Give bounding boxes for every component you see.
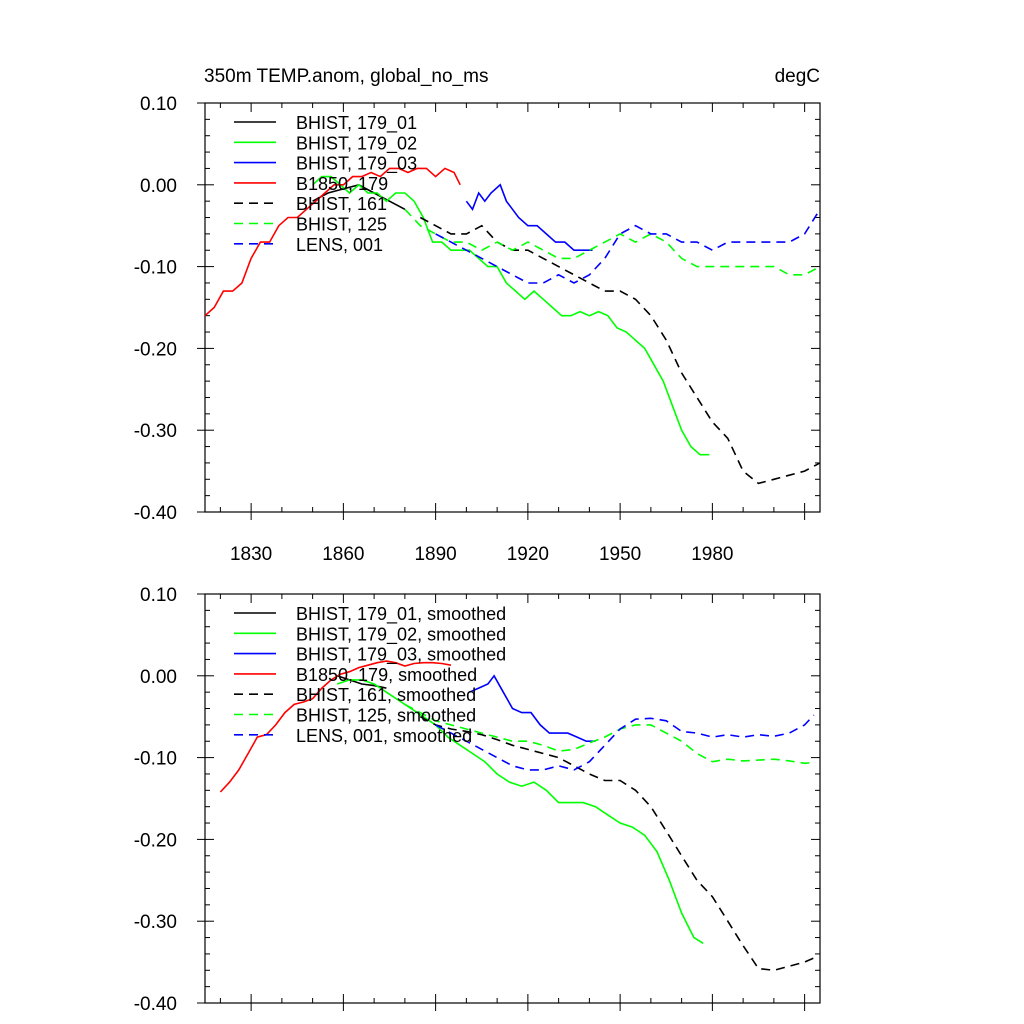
- y-tick-label: -0.30: [134, 421, 177, 442]
- y-tick-label: -0.30: [134, 912, 177, 933]
- series-line-5: [419, 715, 815, 972]
- units-label: degC: [775, 66, 820, 87]
- bottom-series: [219, 660, 815, 972]
- chart-title: 350m TEMP.anom, global_no_ms: [204, 66, 488, 87]
- legend-label-3: BHIST, 179_03, smoothed: [296, 645, 506, 666]
- y-tick-label: 0.10: [140, 94, 177, 115]
- y-tick-label: -0.20: [134, 830, 177, 851]
- legend-label-5: BHIST, 161, smoothed: [296, 685, 476, 705]
- x-tick-label: 1830: [230, 544, 272, 565]
- bottom-panel: 0.10 0.00 -0.10 -0.20 -0.30 -0.40 BHIST, 179_…: [134, 585, 821, 1015]
- legend-label-4: B1850, 179: [296, 174, 388, 194]
- series-line-2: [336, 679, 704, 944]
- y-tick-label: 0.00: [140, 176, 177, 197]
- legend-label-2: BHIST, 179_02: [296, 133, 417, 154]
- legend-label-2: BHIST, 179_02, smoothed: [296, 624, 506, 645]
- legend-label-7: LENS, 001: [296, 235, 383, 255]
- top-axes: 1830 1860 1890 1920 1950 1980 0.10 0.00 -0.10 -0.…: [134, 94, 821, 565]
- series-line-6: [404, 208, 821, 276]
- series-line-4: [204, 167, 461, 317]
- series-line-3: [469, 674, 596, 742]
- series-line-7: [435, 208, 821, 284]
- legend-label-7: LENS, 001, smoothed: [296, 726, 472, 746]
- legend-label-3: BHIST, 179_03: [296, 154, 417, 175]
- legend-label-1: BHIST, 179_01, smoothed: [296, 604, 506, 625]
- legend-label-1: BHIST, 179_01: [296, 113, 417, 134]
- x-tick-label: 1980: [691, 544, 733, 565]
- top-panel: 350m TEMP.anom, global_no_ms degC 1830 18…: [134, 66, 821, 565]
- series-line-5: [419, 216, 821, 485]
- series-line-2: [312, 175, 710, 456]
- y-tick-label: 0.10: [140, 585, 177, 606]
- x-tick-label: 1950: [599, 544, 641, 565]
- top-series: [204, 167, 821, 485]
- plot-frame: [204, 593, 821, 1004]
- legend-label-5: BHIST, 161: [296, 194, 387, 214]
- bottom-axes: 0.10 0.00 -0.10 -0.20 -0.30 -0.40: [134, 585, 821, 1015]
- series-line-3: [465, 183, 593, 251]
- y-tick-label: -0.40: [134, 503, 177, 524]
- y-tick-label: -0.10: [134, 749, 177, 770]
- x-tick-label: 1860: [322, 544, 364, 565]
- x-tick-label: 1890: [414, 544, 456, 565]
- y-tick-label: 0.00: [140, 667, 177, 688]
- y-tick-label: -0.10: [134, 258, 177, 279]
- legend-label-4: B1850, 179, smoothed: [296, 665, 477, 685]
- series-line-4: [219, 660, 452, 793]
- x-tick-label: 1920: [507, 544, 549, 565]
- plot-frame: [204, 102, 821, 513]
- legend-label-6: BHIST, 125, smoothed: [296, 706, 476, 726]
- series-line-7: [435, 714, 815, 771]
- y-tick-label: -0.20: [134, 339, 177, 360]
- legend-label-6: BHIST, 125: [296, 215, 387, 235]
- y-tick-label: -0.40: [134, 994, 177, 1015]
